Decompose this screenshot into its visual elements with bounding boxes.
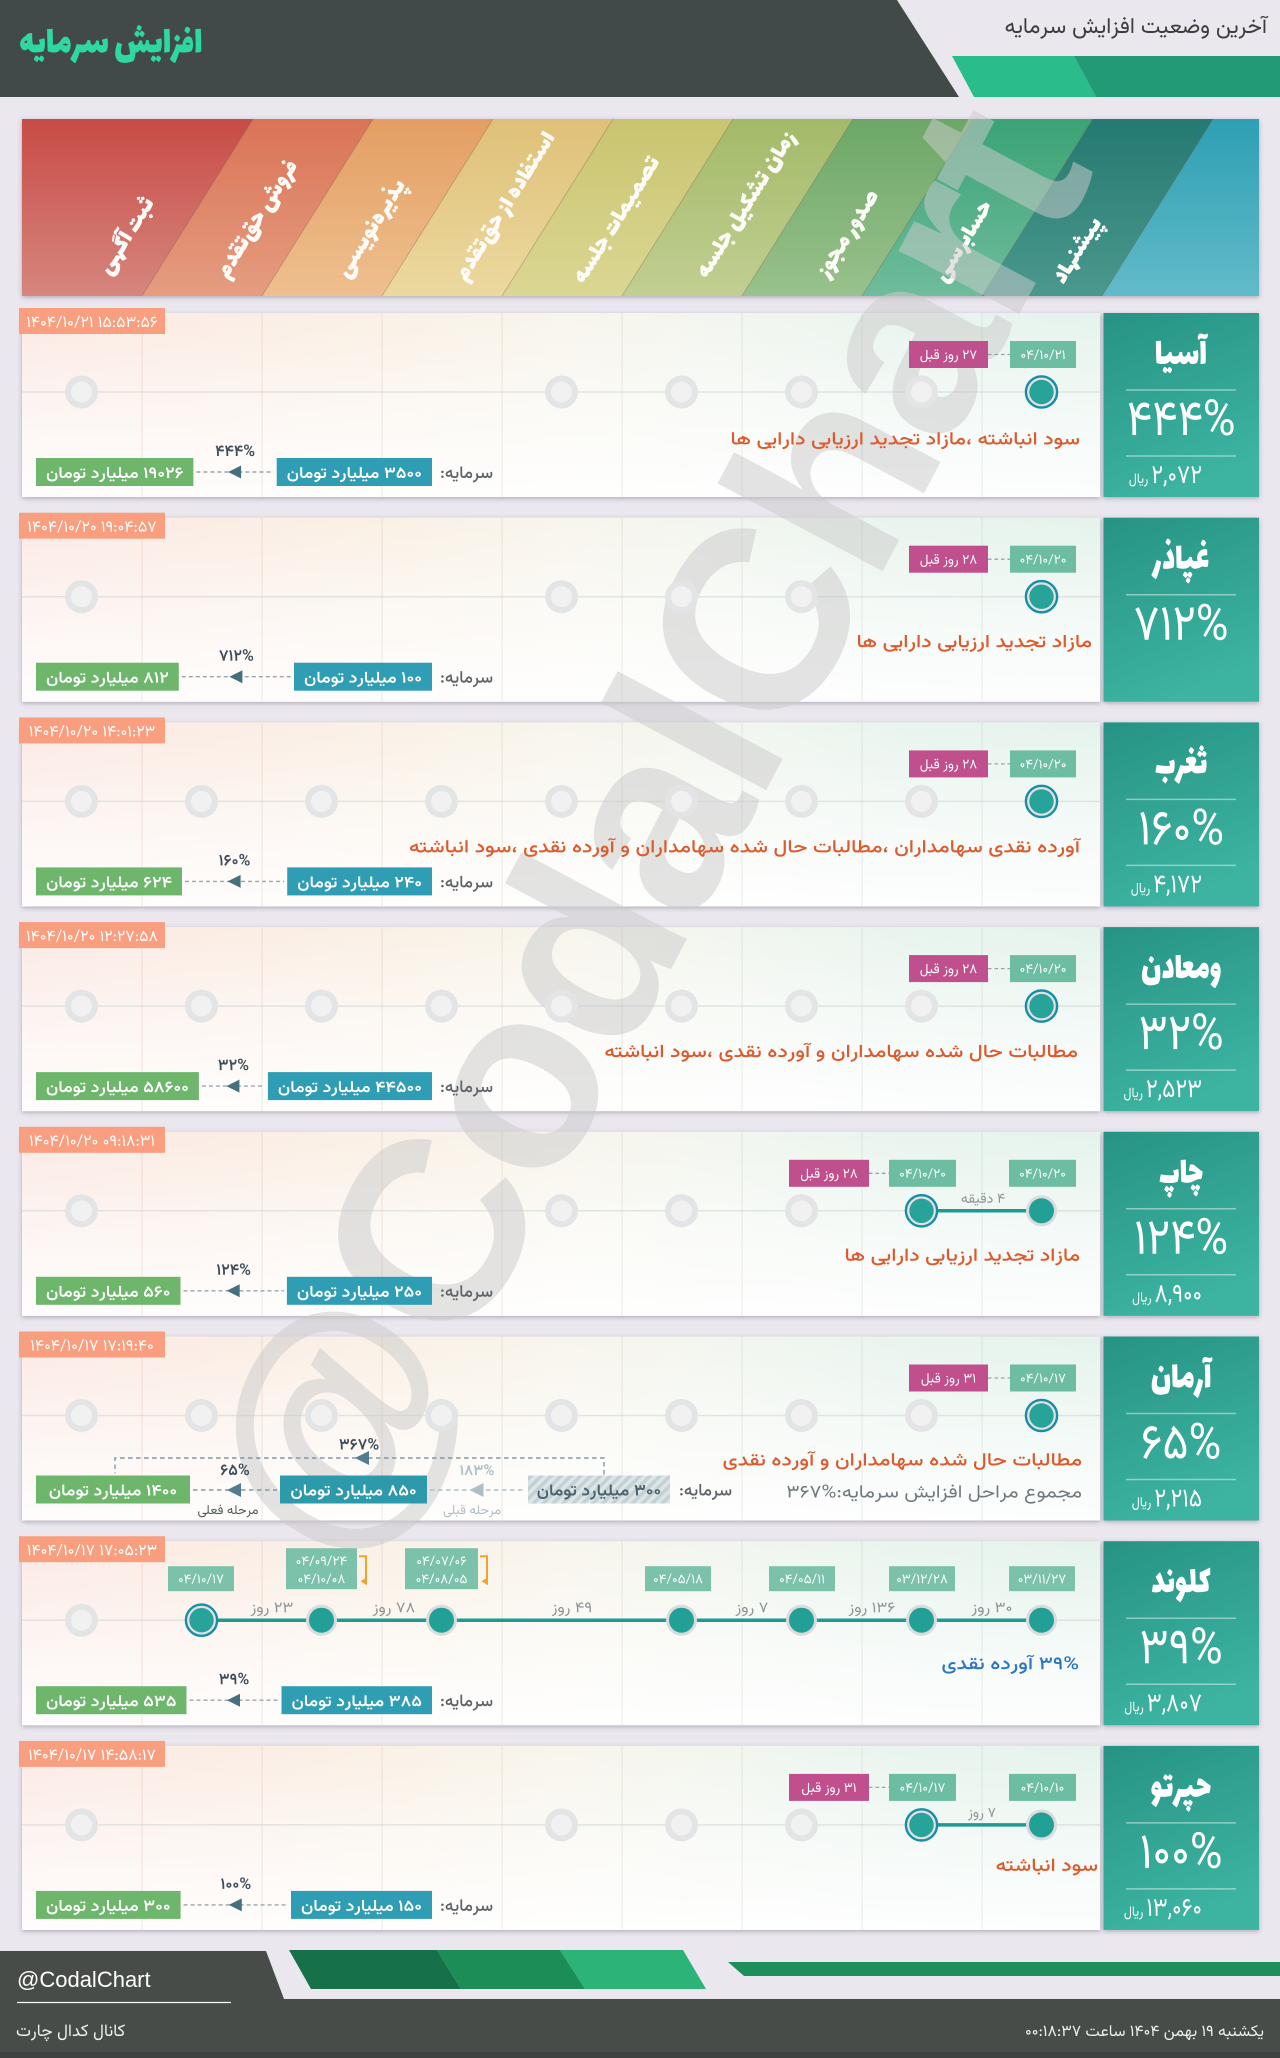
svg-text:@CodalChart: @CodalChart — [17, 1967, 151, 1992]
